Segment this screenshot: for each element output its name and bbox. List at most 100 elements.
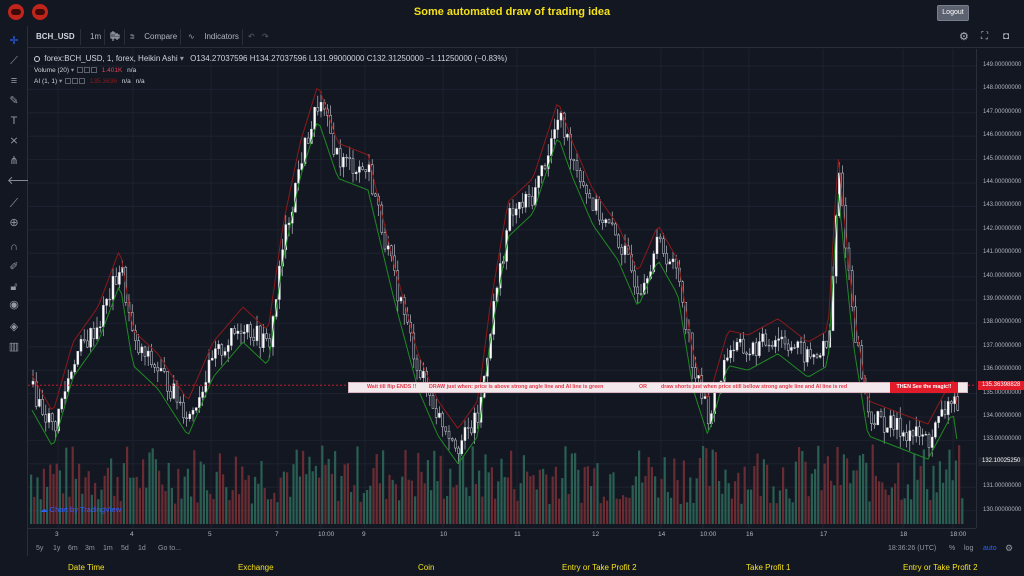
trend-line-icon[interactable]: ⟋: [10, 55, 18, 67]
candle-body: [258, 325, 262, 348]
compare-button[interactable]: ⩰ Compare: [130, 30, 177, 44]
zoom-in-icon[interactable]: ⊕: [9, 217, 19, 229]
range-button-6m[interactable]: 6m: [68, 545, 78, 552]
candle-body: [306, 137, 310, 144]
axis-settings-icon[interactable]: ⚙: [1005, 543, 1014, 553]
footer-label: Take Profit 1: [746, 563, 791, 572]
banner-text-draw: DRAW just when: price is above strong an…: [429, 384, 604, 390]
tradingview-watermark[interactable]: ☁ Chart by TradingView: [40, 505, 121, 514]
legend-dropdown-icon[interactable]: ▾: [179, 54, 184, 63]
footer-label: Coin: [418, 563, 435, 572]
percent-toggle[interactable]: %: [949, 545, 956, 552]
volume-close-icon[interactable]: [90, 67, 97, 74]
candle-body: [367, 164, 371, 173]
time-axis-label: 14: [658, 531, 666, 538]
ai-visibility-icon[interactable]: [65, 78, 72, 85]
ai-label[interactable]: AI (1, 1): [34, 78, 58, 85]
undo-icon[interactable]: ↶: [248, 32, 255, 41]
volume-bar: [689, 477, 692, 524]
eye-icon[interactable]: ◉: [9, 299, 19, 311]
chart-pane[interactable]: [28, 49, 976, 528]
candle-body: [886, 427, 889, 433]
range-button-1y[interactable]: 1y: [53, 545, 61, 552]
magnet-icon[interactable]: ∩: [10, 241, 18, 253]
range-button-1d[interactable]: 1d: [138, 545, 146, 552]
chart-canvas[interactable]: [28, 49, 976, 528]
goto-button[interactable]: Go to...: [158, 545, 181, 552]
bar-style-icon[interactable]: [110, 30, 120, 44]
range-button-3m[interactable]: 3m: [85, 545, 95, 552]
logout-button[interactable]: Logout: [937, 5, 969, 21]
trash-icon[interactable]: ▥: [8, 341, 20, 353]
layers-icon[interactable]: ◈: [9, 321, 19, 333]
fib-icon[interactable]: ⋔: [9, 155, 19, 167]
ai-close-icon[interactable]: [79, 78, 86, 85]
pencil-lock-icon[interactable]: ✐: [9, 261, 19, 273]
camera-icon[interactable]: ◘: [1003, 31, 1010, 42]
candle-body: [217, 344, 220, 350]
time-axis-label: 3: [55, 531, 59, 538]
volume-dropdown-icon[interactable]: ▾: [70, 67, 75, 74]
volume-bar: [68, 496, 71, 524]
candle-body: [633, 270, 636, 288]
toolbar-divider: [80, 29, 81, 45]
candle-body: [476, 412, 480, 423]
candle-body: [754, 342, 758, 356]
range-button-1m[interactable]: 1m: [103, 545, 113, 552]
volume-bar: [247, 475, 250, 524]
text-icon[interactable]: T: [10, 115, 18, 127]
price-axis[interactable]: 149.00000000 148.00000000 147.00000000 146.…: [976, 49, 1024, 528]
crosshair-icon[interactable]: ✛: [9, 35, 19, 47]
redo-icon[interactable]: ↷: [262, 32, 269, 41]
brush-icon[interactable]: ✎: [9, 95, 19, 107]
range-button-5y[interactable]: 5y: [36, 545, 44, 552]
ai-settings-icon[interactable]: [72, 78, 79, 85]
ruler-icon[interactable]: ⟋: [9, 196, 19, 210]
candle-body: [537, 175, 540, 188]
legend-symbol[interactable]: forex:BCH_USD, 1, forex, Heikin Ashi: [44, 54, 178, 63]
volume-bar: [881, 482, 884, 524]
candle-body: [767, 344, 771, 347]
volume-bar: [580, 502, 583, 524]
fullscreen-icon[interactable]: ⛶: [981, 31, 988, 42]
volume-bar: [794, 461, 797, 524]
candle-body: [652, 253, 656, 272]
volume-bar: [39, 499, 42, 524]
indicators-button[interactable]: ∿ Indicators: [188, 30, 239, 44]
volume-visibility-icon[interactable]: [76, 67, 83, 74]
volume-bar: [138, 488, 141, 524]
volume-bar: [366, 490, 369, 524]
candle-body: [953, 396, 956, 404]
volume-bar: [817, 445, 820, 524]
volume-bar: [737, 472, 740, 524]
volume-bar: [746, 489, 749, 524]
back-arrow-icon[interactable]: 🡐: [7, 175, 37, 187]
volume-bar: [692, 502, 695, 524]
volume-bar: [126, 446, 129, 524]
volume-bar: [446, 495, 449, 524]
symbol-search[interactable]: BCH_USD: [36, 32, 75, 41]
volume-bar: [234, 456, 237, 524]
volume-bar: [94, 482, 97, 524]
lock-icon[interactable]: 🔓︎: [10, 281, 18, 293]
volume-bar: [900, 499, 903, 524]
candle-body: [524, 193, 528, 208]
interval-button[interactable]: 1m: [90, 32, 102, 41]
horizontal-lines-icon[interactable]: ≡: [10, 75, 18, 87]
candle-body: [742, 338, 745, 354]
auto-toggle[interactable]: auto: [983, 545, 997, 552]
pattern-icon[interactable]: ⨯: [9, 135, 19, 147]
volume-bar: [228, 500, 231, 524]
volume-label[interactable]: Volume (20): [34, 67, 70, 74]
settings-icon[interactable]: ⚙: [959, 31, 969, 43]
last-price-marker: 135.36398828: [978, 380, 1024, 390]
range-button-5d[interactable]: 5d: [121, 545, 129, 552]
volume-bar: [862, 453, 865, 524]
log-toggle[interactable]: log: [964, 545, 974, 552]
time-axis[interactable]: 3 4 5 7 10:00 9 10 11 12 14 10:00 16 17 18 18:00: [28, 528, 976, 542]
volume-settings-icon[interactable]: [83, 67, 90, 74]
candle-body: [230, 328, 233, 346]
volume-bar: [417, 452, 420, 524]
ai-dropdown-icon[interactable]: ▾: [58, 78, 63, 85]
candle-body: [169, 390, 172, 399]
